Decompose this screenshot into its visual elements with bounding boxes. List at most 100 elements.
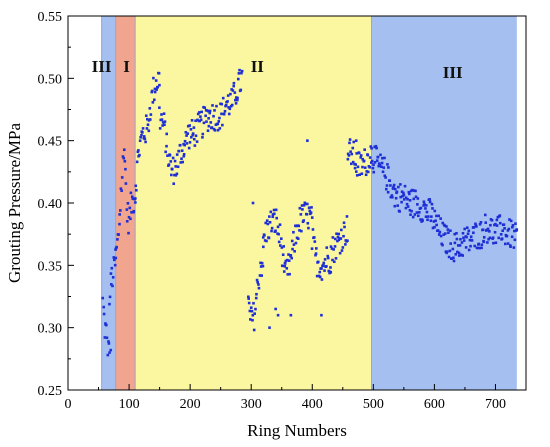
data-point-571 — [447, 255, 451, 259]
data-point-109 — [166, 154, 169, 157]
data-point-600 — [465, 235, 468, 239]
data-point-348 — [314, 252, 318, 255]
data-point-675 — [510, 235, 514, 239]
data-point-24 — [115, 245, 118, 249]
data-point-23 — [114, 247, 118, 250]
data-point-412 — [352, 140, 356, 144]
data-point-599 — [464, 246, 468, 249]
data-point-27 — [117, 233, 120, 236]
data-point-334 — [306, 221, 310, 225]
data-point-555 — [438, 230, 442, 234]
data-point-677 — [511, 224, 515, 227]
data-point-81 — [149, 113, 153, 116]
data-point-158 — [195, 140, 199, 143]
data-point-466 — [384, 187, 388, 191]
data-point-372 — [329, 271, 333, 274]
data-point-254 — [259, 261, 262, 265]
data-point-99 — [160, 113, 163, 116]
data-point-591 — [460, 253, 463, 257]
data-point-611 — [472, 231, 475, 235]
data-point-134 — [181, 160, 185, 164]
data-point-501 — [406, 197, 409, 201]
data-point-520 — [417, 214, 420, 218]
data-point-539 — [428, 200, 432, 204]
data-point-436 — [366, 170, 370, 174]
data-point-618 — [476, 246, 480, 250]
data-point-491 — [400, 200, 403, 204]
data-point-205 — [223, 109, 227, 113]
data-point-459 — [380, 161, 384, 165]
data-point-621 — [478, 246, 481, 250]
data-point-188 — [213, 109, 216, 112]
x-axis-title: Ring Numbers — [247, 421, 347, 440]
data-point-538 — [428, 198, 432, 201]
data-point-299 — [285, 267, 289, 270]
data-point-645 — [492, 241, 495, 245]
data-point-548 — [434, 219, 437, 223]
data-point-533 — [424, 204, 428, 207]
data-point-636 — [486, 227, 490, 231]
data-point-199 — [220, 112, 223, 116]
data-point-514 — [413, 213, 417, 216]
data-point-29 — [118, 213, 121, 216]
data-point-194 — [216, 128, 220, 132]
data-point-518 — [416, 203, 419, 206]
data-point-122 — [174, 165, 177, 168]
data-point-265 — [265, 239, 268, 243]
data-point-40 — [125, 208, 129, 211]
data-point-553 — [437, 214, 441, 218]
data-point-62 — [138, 153, 141, 157]
data-point-566 — [445, 225, 448, 228]
data-point-684 — [108, 351, 111, 354]
data-point-47 — [129, 191, 133, 195]
data-point-85 — [152, 76, 155, 80]
data-point-346 — [313, 240, 317, 243]
data-point-217 — [230, 103, 234, 107]
data-point-352 — [316, 260, 320, 264]
data-point-210 — [226, 94, 230, 97]
data-point-233 — [240, 69, 244, 73]
data-point-577 — [451, 247, 455, 251]
data-point-151 — [191, 133, 194, 137]
data-point-162 — [198, 111, 201, 114]
data-point-479 — [392, 183, 396, 187]
data-point-67 — [141, 131, 144, 134]
data-point-96 — [158, 106, 161, 109]
data-point-685 — [109, 348, 113, 352]
data-point-362 — [323, 269, 326, 272]
data-point-25 — [116, 238, 119, 241]
data-point-543 — [431, 207, 434, 210]
data-point-285 — [277, 232, 280, 236]
data-point-133 — [180, 149, 184, 152]
region-labels: III I II III — [92, 57, 463, 82]
data-point-146 — [188, 124, 191, 127]
data-point-596 — [462, 239, 466, 242]
data-point-34 — [121, 155, 125, 158]
data-point-523 — [419, 218, 422, 221]
data-point-495 — [402, 193, 406, 197]
data-point-669 — [506, 242, 510, 245]
data-point-100 — [160, 118, 164, 121]
data-point-595 — [462, 236, 465, 240]
data-point-219 — [232, 84, 236, 88]
data-point-692 — [268, 326, 271, 329]
data-point-94 — [157, 71, 161, 75]
data-point-354 — [318, 270, 322, 274]
data-point-540 — [429, 219, 433, 223]
data-point-681 — [514, 222, 517, 225]
data-point-159 — [196, 118, 199, 122]
data-point-450 — [375, 146, 378, 150]
data-point-315 — [294, 224, 298, 228]
data-point-33 — [120, 176, 124, 179]
data-point-186 — [212, 114, 215, 118]
data-point-166 — [200, 110, 204, 114]
data-point-451 — [375, 159, 379, 162]
data-point-379 — [332, 260, 336, 264]
data-point-687 — [274, 307, 277, 311]
data-point-507 — [409, 213, 412, 216]
data-point-37 — [123, 159, 127, 163]
data-point-418 — [355, 174, 359, 177]
data-point-531 — [424, 207, 427, 210]
data-point-234 — [247, 295, 250, 299]
y-tick-label-3: 0.40 — [38, 197, 63, 212]
